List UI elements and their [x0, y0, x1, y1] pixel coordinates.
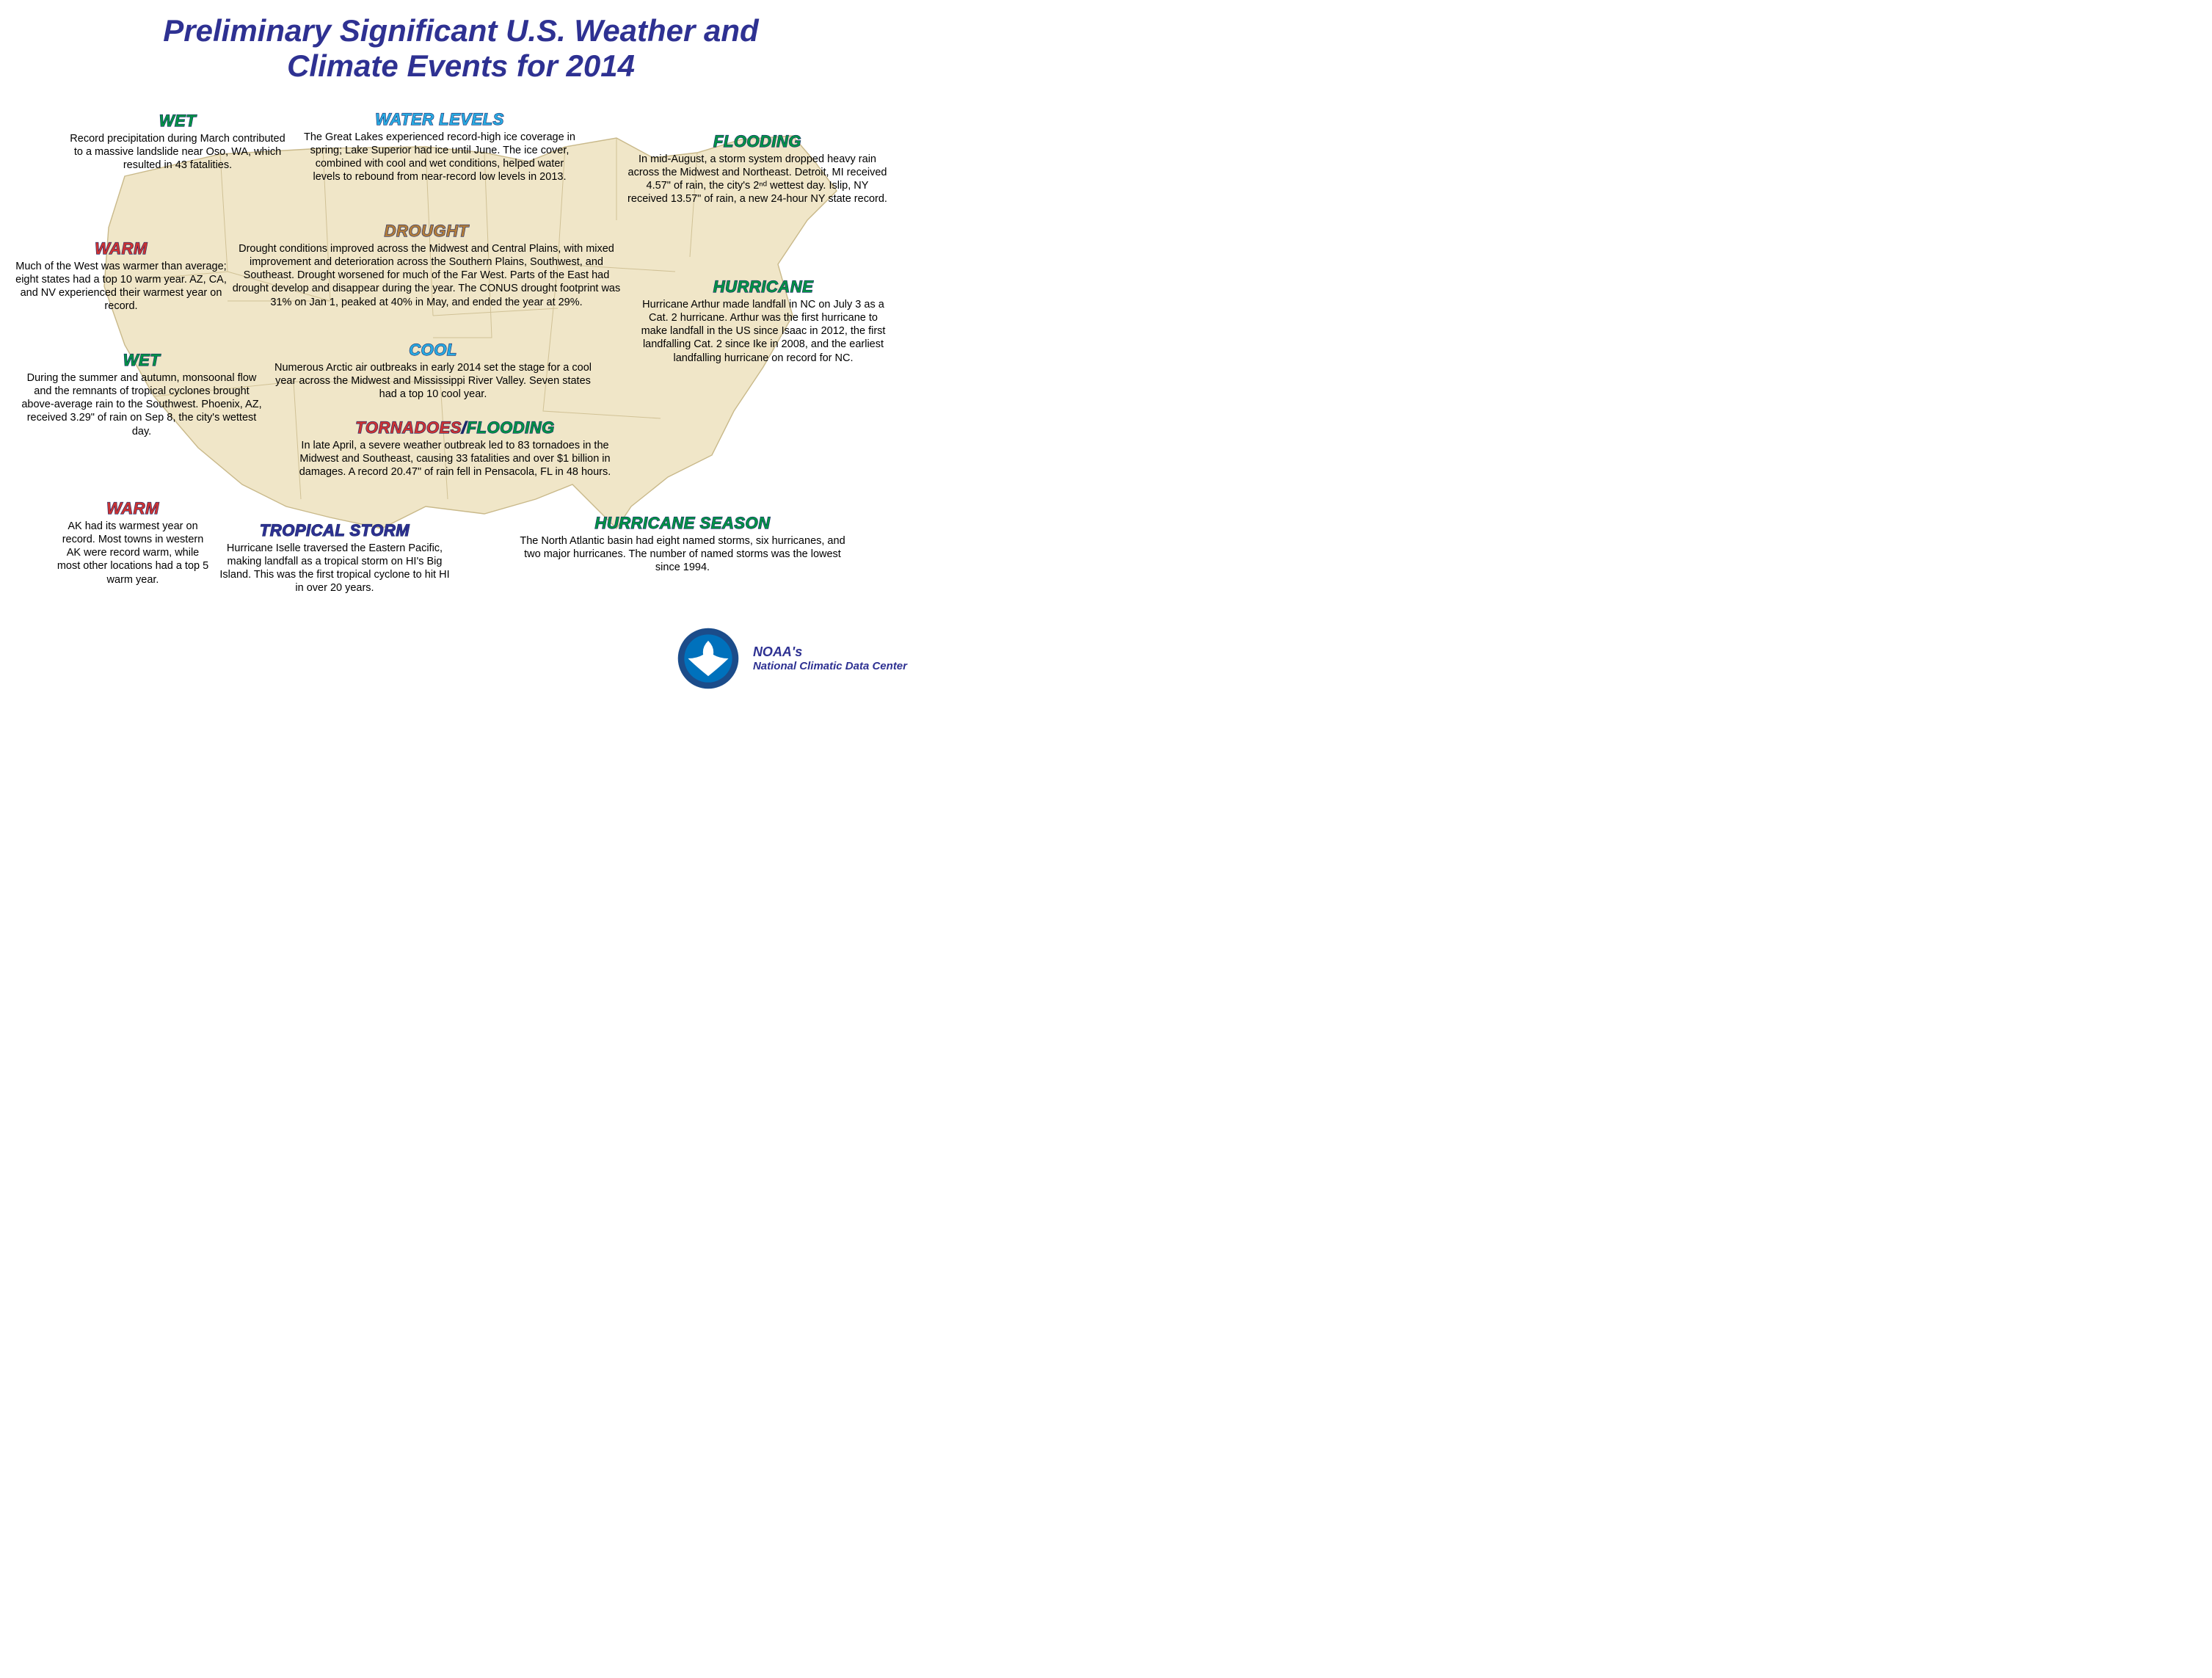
- event-wet-nw: WETRecord precipitation during March con…: [68, 112, 288, 172]
- event-body: Hurricane Arthur made landfall in NC on …: [639, 298, 888, 365]
- title-line-2: Climate Events for 2014: [0, 48, 922, 84]
- event-body: Numerous Arctic air outbreaks in early 2…: [272, 361, 594, 401]
- event-tornadoes-flooding: TORNADOES/FLOODING In late April, a sever…: [294, 418, 616, 479]
- event-warm-ak: WARM AK had its warmest year on record. M…: [56, 499, 210, 586]
- event-hurricane-arthur: HURRICANEHurricane Arthur made landfall …: [639, 277, 888, 365]
- event-heading: WARM: [56, 499, 210, 518]
- footer-line-2: National Climatic Data Center: [753, 660, 907, 672]
- event-heading: DROUGHT: [232, 222, 621, 241]
- event-body: Drought conditions improved across the M…: [232, 242, 621, 309]
- footer: NOAA's National Climatic Data Center: [677, 627, 907, 690]
- footer-line-1: NOAA's: [753, 644, 907, 660]
- event-water-levels: WATER LEVELS The Great Lakes experienced …: [304, 110, 575, 184]
- event-cool: COOLNumerous Arctic air outbreaks in ear…: [272, 341, 594, 401]
- event-body: Hurricane Iselle traversed the Eastern P…: [217, 542, 452, 595]
- event-body: In mid-August, a storm system dropped he…: [625, 153, 889, 206]
- event-heading: TORNADOES/FLOODING: [294, 418, 616, 437]
- event-heading: HURRICANE: [639, 277, 888, 297]
- event-body: During the summer and autumn, monsoonal …: [21, 371, 263, 438]
- event-drought: DROUGHTDrought conditions improved acros…: [232, 222, 621, 309]
- noaa-logo-icon: [677, 627, 740, 690]
- footer-text: NOAA's National Climatic Data Center: [753, 644, 907, 672]
- event-heading: COOL: [272, 341, 594, 360]
- event-body: Much of the West was warmer than average…: [15, 260, 228, 313]
- event-heading: WATER LEVELS: [304, 110, 575, 129]
- event-body: AK had its warmest year on record. Most …: [56, 520, 210, 586]
- event-body: Record precipitation during March contri…: [68, 132, 288, 172]
- event-heading: WET: [21, 351, 263, 370]
- event-flooding-ne: FLOODING In mid-August, a storm system dr…: [625, 132, 889, 206]
- event-heading: WET: [68, 112, 288, 131]
- event-body: In late April, a severe weather outbreak…: [294, 439, 616, 479]
- event-body: The Great Lakes experienced record-high …: [304, 131, 575, 184]
- heading-part: /: [462, 418, 467, 437]
- heading-part: TORNADOES: [355, 418, 462, 437]
- event-heading: FLOODING: [625, 132, 889, 151]
- event-body: The North Atlantic basin had eight named…: [514, 534, 851, 574]
- title-line-1: Preliminary Significant U.S. Weather and: [0, 13, 922, 48]
- heading-part: FLOODING: [467, 418, 555, 437]
- event-wet-sw: WETDuring the summer and autumn, monsoon…: [21, 351, 263, 438]
- event-hurricane-season: HURRICANE SEASONThe North Atlantic basin…: [514, 514, 851, 574]
- event-warm-west: WARM Much of the West was warmer than ave…: [15, 239, 228, 313]
- page-title: Preliminary Significant U.S. Weather and…: [0, 0, 922, 92]
- event-heading: WARM: [15, 239, 228, 258]
- event-heading: HURRICANE SEASON: [514, 514, 851, 533]
- event-heading: TROPICAL STORM: [217, 521, 452, 540]
- event-tropical-storm: TROPICAL STORM Hurricane Iselle traversed…: [217, 521, 452, 595]
